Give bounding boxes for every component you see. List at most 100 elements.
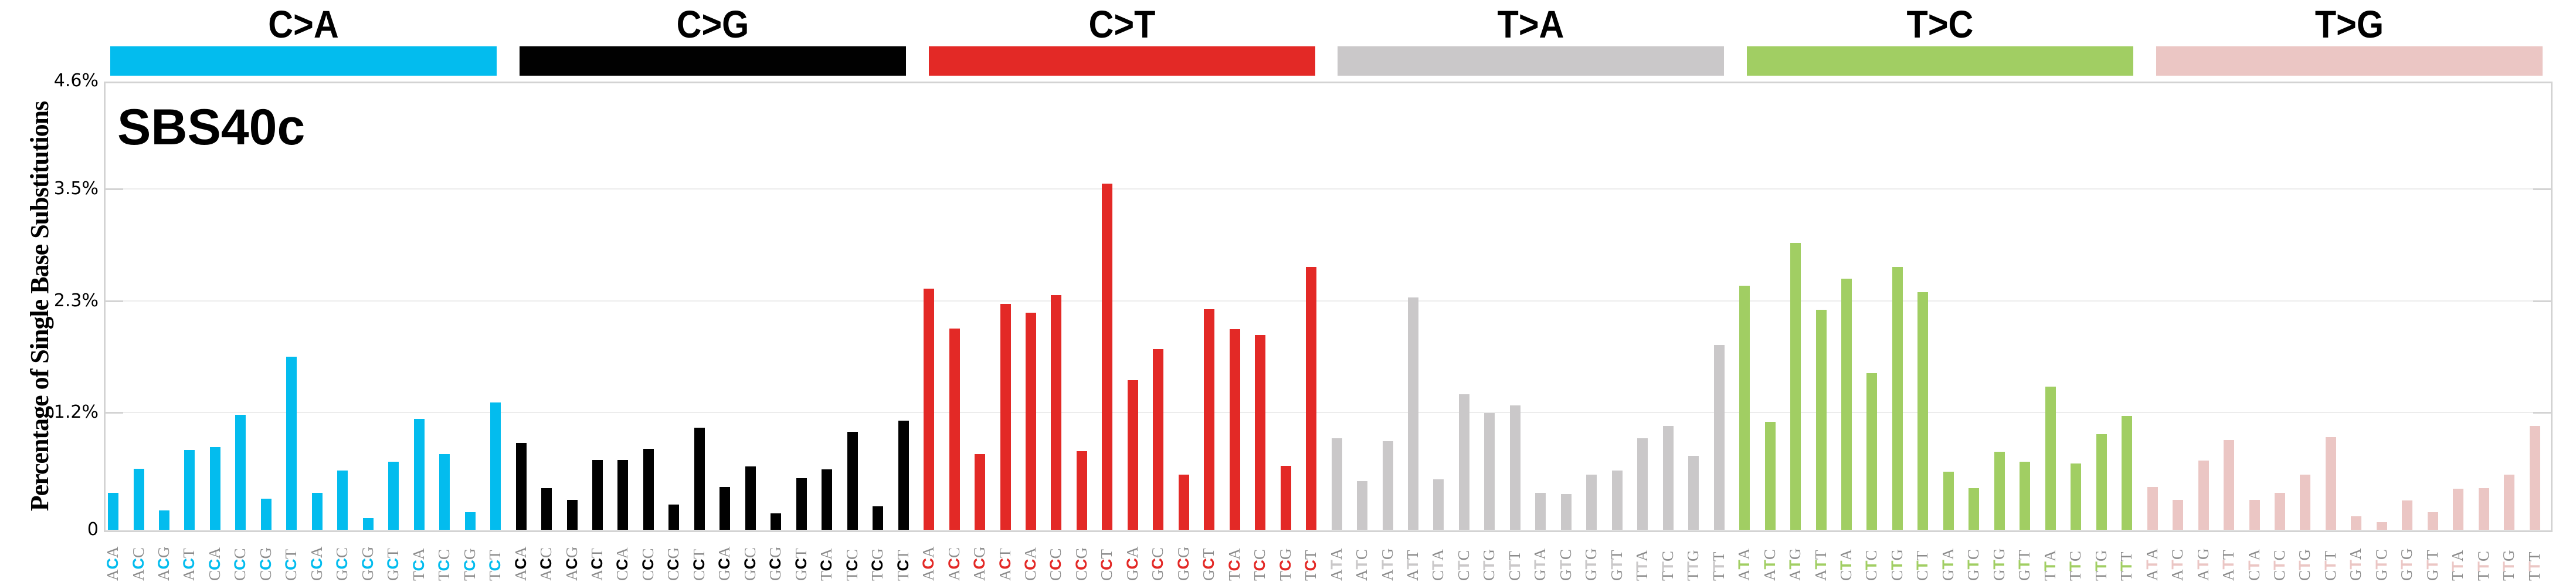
context-label-TtoG-ATC: ATC [2168,549,2187,581]
context-label-TtoC-ATA: ATA [1735,548,1753,581]
context-label-CtoG-TCG: TCG [868,548,887,581]
y-axis-label: Percentage of Single Base Substitutions [25,101,54,512]
header-bar-TtoA [1338,46,1725,76]
context-label-TtoC-ATT: ATT [1811,550,1830,581]
bar-TtoA-CTC [1458,394,1469,530]
bar-TtoA-ATG [1382,441,1393,530]
bar-CtoT-CCT [1102,183,1113,530]
bar-TtoG-GTT [2427,512,2438,530]
context-label-CtoT-GCC: GCC [1149,547,1167,581]
bar-TtoA-TTC [1662,425,1674,530]
bar-CtoG-ACC [541,488,552,530]
bar-CtoG-CCG [668,504,680,530]
context-label-CtoT-TCT: TCT [1302,550,1320,581]
bar-TtoA-CTG [1484,413,1495,530]
context-label-CtoA-TCG: TCG [460,548,478,581]
gridline-1 [104,412,2551,413]
y-tick-mark-left-3 [104,188,123,190]
bar-TtoC-CTA [1841,279,1852,530]
context-label-CtoG-GCT: GCT [792,548,810,581]
context-label-TtoA-TTA: TTA [1633,550,1651,581]
context-label-CtoA-ACT: ACT [180,548,198,581]
bar-TtoA-GTT [1611,470,1623,530]
context-label-CtoT-TCA: TCA [1225,548,1243,581]
bar-TtoA-TTG [1688,455,1699,530]
context-label-TtoG-ATA: ATA [2143,548,2161,581]
context-label-TtoA-ATC: ATC [1353,549,1370,581]
bar-TtoC-TTA [2045,387,2056,530]
bar-TtoG-GTG [2402,500,2413,530]
context-label-CtoA-GCT: GCT [384,548,402,581]
context-label-TtoA-CTG: CTG [1480,549,1498,581]
context-label-CtoA-CCC: CCC [231,548,249,581]
context-label-CtoT-CCT: CCT [1098,549,1116,581]
context-label-TtoG-CTC: CTC [2270,550,2288,581]
context-label-CtoG-CCA: CCA [613,547,632,581]
y-tick-mark-left-2 [104,300,123,302]
bar-TtoC-CTT [1917,292,1929,530]
context-label-TtoA-CTA: CTA [1429,549,1447,581]
context-label-CtoG-ACA: ACA [511,546,530,581]
context-label-CtoT-GCA: GCA [1123,546,1141,581]
bar-TtoG-TTT [2529,425,2540,530]
y-tick-label-2: 2.3% [53,290,99,311]
bar-TtoC-GTG [1994,452,2005,530]
bar-CtoG-ACT [592,459,603,530]
bar-CtoA-TCA [413,418,425,530]
context-label-CtoG-CCG: CCG [664,547,683,581]
bar-CtoA-CCC [235,415,246,530]
context-label-TtoA-ATT: ATT [1404,550,1421,581]
context-label-CtoT-TCG: TCG [1276,548,1294,581]
bar-CtoG-CCA [617,459,629,530]
context-label-CtoG-GCG: GCG [766,546,785,581]
bar-TtoA-GTG [1586,474,1597,530]
bar-TtoA-TTA [1637,438,1648,530]
bar-TtoG-GTA [2351,516,2362,530]
context-label-TtoA-CTC: CTC [1454,550,1472,581]
bar-TtoG-ATG [2198,461,2209,530]
bar-TtoC-CTC [1866,373,1878,530]
context-label-CtoA-TCA: TCA [409,548,427,581]
bar-TtoC-TTG [2096,434,2107,530]
bar-CtoT-TCA [1229,329,1240,530]
context-label-CtoT-ACT: ACT [996,548,1014,581]
bar-TtoC-TTT [2122,415,2133,530]
bar-TtoA-ATT [1408,297,1418,530]
bar-TtoA-GTA [1535,493,1546,530]
bar-TtoG-TTG [2504,474,2515,530]
bar-CtoA-CCA [209,447,220,530]
context-label-CtoG-ACG: ACG [562,546,581,581]
context-label-CtoT-CCA: CCA [1021,547,1039,581]
bar-TtoC-GTC [1969,488,1980,530]
context-label-TtoC-TTC: TTC [2066,550,2085,581]
context-label-TtoA-GTA: GTA [1531,548,1549,581]
context-label-TtoA-GTC: GTC [1556,549,1574,581]
bar-CtoA-ACT [184,450,195,530]
context-label-CtoA-CCA: CCA [205,547,223,581]
header-label-CtoT: C>T [1088,2,1156,46]
context-label-CtoA-GCG: GCG [358,546,376,581]
context-label-CtoG-GCC: GCC [741,547,759,581]
bar-CtoG-TCA [822,469,833,530]
y-tick-mark-right-2 [2533,300,2551,302]
bar-CtoA-CCG [260,498,271,530]
bar-TtoG-TTC [2478,488,2489,530]
context-label-CtoT-CCC: CCC [1047,548,1065,581]
context-label-TtoG-CTG: CTG [2296,549,2314,581]
context-label-CtoG-CCT: CCT [690,549,708,581]
context-label-TtoG-GTG: GTG [2398,548,2416,581]
signature-title: SBS40c [117,99,306,155]
context-label-CtoG-TCC: TCC [843,549,861,581]
context-label-CtoA-TCC: TCC [435,549,453,581]
header-label-CtoG: C>G [676,2,749,46]
bar-CtoG-GCG [771,513,782,530]
bar-TtoA-CTT [1509,405,1521,530]
bar-CtoA-GCA [311,493,323,530]
bar-CtoT-TCG [1280,465,1291,530]
context-label-TtoC-GTG: GTG [1990,548,2008,581]
bar-CtoA-GCG [362,518,374,530]
context-label-TtoG-GTA: GTA [2347,548,2365,581]
context-label-CtoT-GCG: GCG [1174,546,1192,581]
bar-CtoA-TCG [464,512,476,530]
context-label-TtoC-TTA: TTA [2041,550,2059,581]
